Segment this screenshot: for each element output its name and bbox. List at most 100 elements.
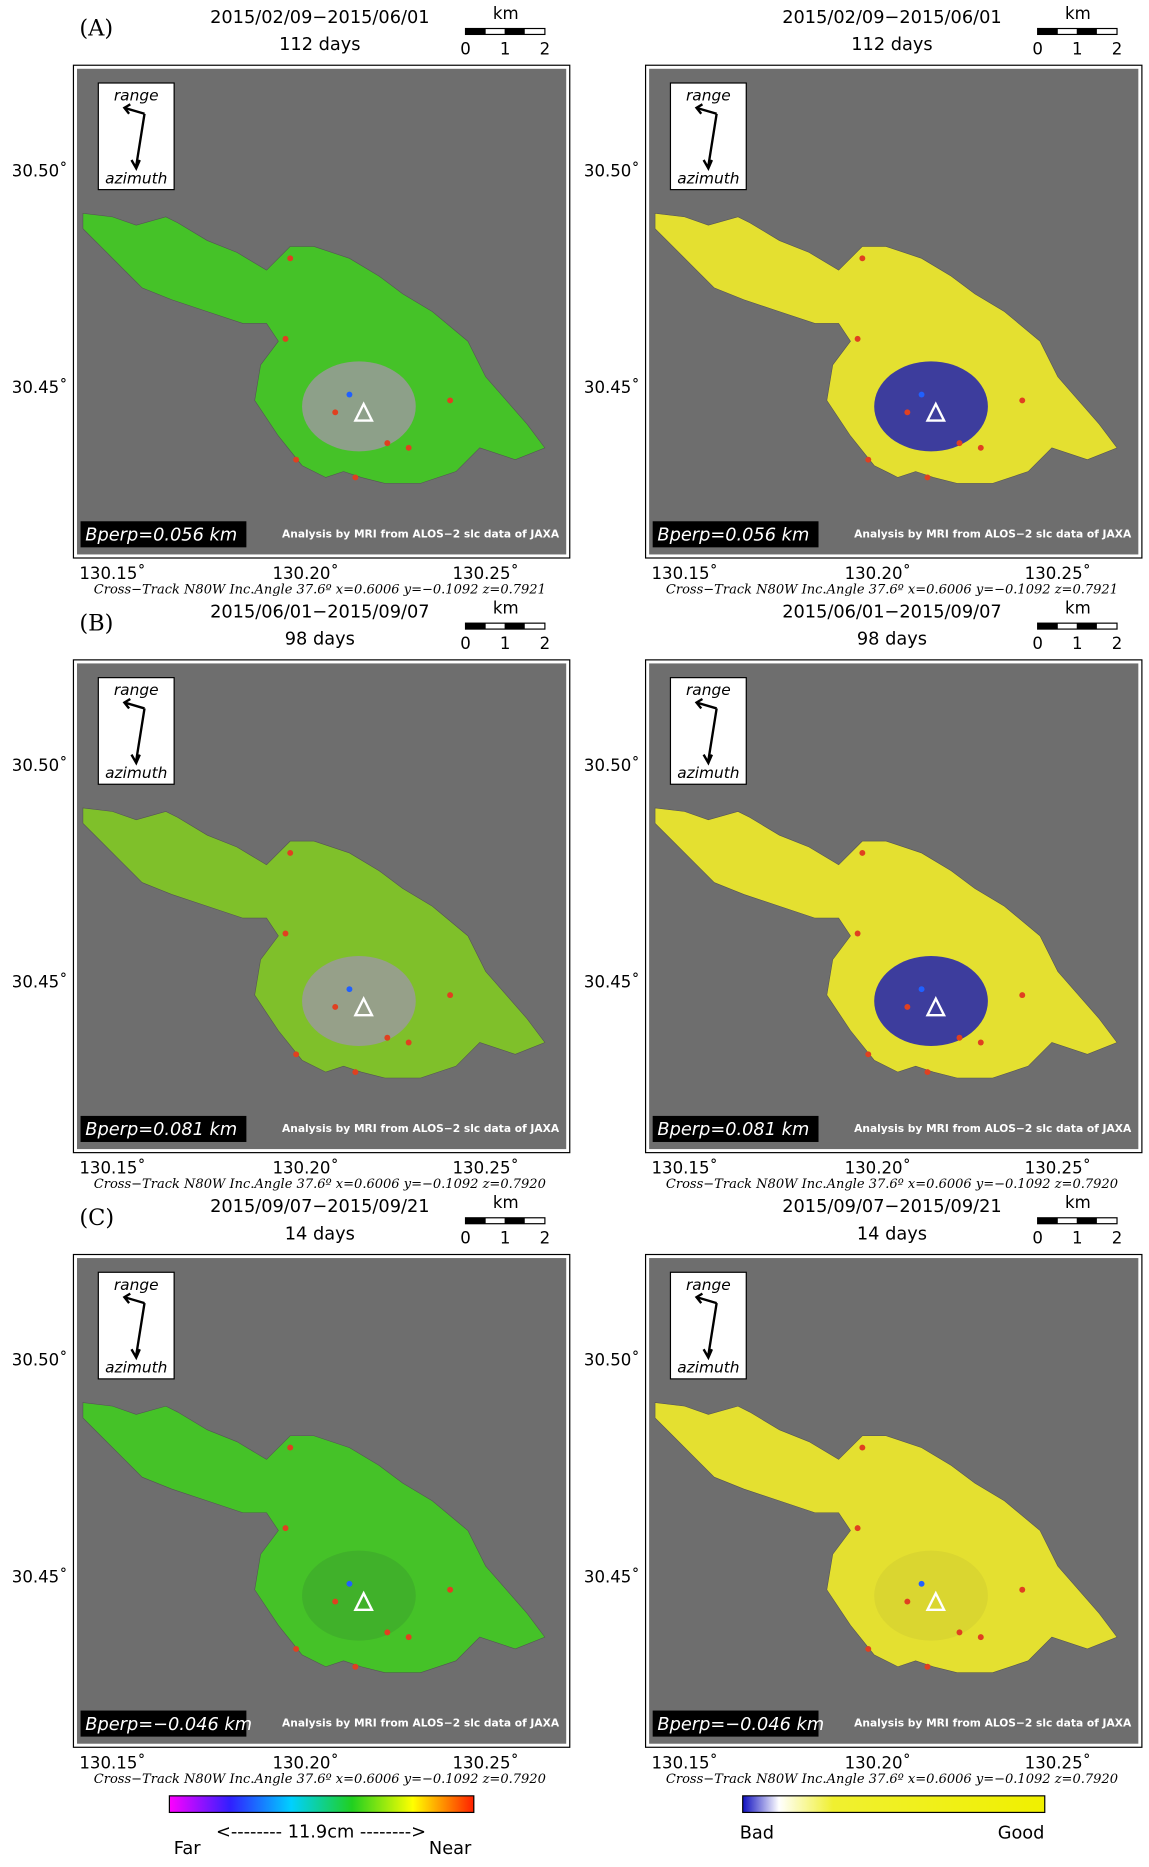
station [957,1629,963,1635]
map-dates: 2015/02/09−2015/06/01 [210,8,429,28]
scale-bar-seg [505,29,525,35]
scale-label: 0 [460,634,471,653]
scale-unit: km [493,4,519,23]
station [293,457,299,463]
crater-area [302,956,416,1046]
lon-label: 130.15˚ [652,564,718,583]
station [332,409,338,415]
scale-label: 1 [1072,39,1083,58]
lon-label: 130.15˚ [652,1159,718,1178]
station [925,1664,931,1670]
station [978,445,984,451]
lon-label: 130.25˚ [1025,564,1091,583]
bperp-label: Bperp=−0.046 km [85,1715,252,1735]
track-info: Cross−Track N80W Inc.Angle 37.6º x=0.600… [666,582,1118,597]
displacement-colorbar [169,1796,473,1813]
bperp-label: Bperp=−0.046 km [657,1715,824,1735]
station [346,392,352,398]
station [855,336,861,342]
station [352,1664,358,1670]
scale-label: 2 [540,1229,551,1248]
lon-label: 130.15˚ [79,1753,145,1772]
lon-label: 130.25˚ [453,1753,519,1772]
page: {"common": {"km": "km", "scale_labels": … [0,0,1149,1867]
lon-label: 130.15˚ [79,1159,145,1178]
station [447,1587,453,1593]
panel-label: (C) [79,1205,114,1231]
lon-label: 130.25˚ [453,1159,519,1178]
station [384,1035,390,1041]
lon-label: 130.20˚ [272,564,338,583]
scale-label: 0 [460,1229,471,1248]
scale-label: 0 [1032,1229,1043,1248]
station [332,1004,338,1010]
credit: Analysis by MRI from ALOS−2 slc data of … [282,1122,560,1135]
scale-label: 0 [460,39,471,58]
lon-label: 130.20˚ [845,1159,911,1178]
lat-label: 30.50˚ [584,1351,640,1370]
lon-label: 130.25˚ [453,564,519,583]
scale-label: 0 [1032,634,1043,653]
crater-area [874,361,988,451]
map-duration: 98 days [285,630,355,650]
bperp-label: Bperp=0.081 km [85,1120,237,1140]
station [919,392,925,398]
range-label: range [686,1276,731,1294]
map-dates: 2015/02/09−2015/06/01 [782,8,1001,28]
scale-label: 1 [1072,634,1083,653]
station [859,850,865,856]
scale-label: 1 [500,634,511,653]
station [384,440,390,446]
station [1019,992,1025,998]
lon-label: 130.20˚ [272,1159,338,1178]
station [406,1634,412,1640]
credit: Analysis by MRI from ALOS−2 slc data of … [282,527,560,540]
station [283,931,289,937]
credit: Analysis by MRI from ALOS−2 slc data of … [282,1717,560,1730]
crater-area [874,956,988,1046]
track-info: Cross−Track N80W Inc.Angle 37.6º x=0.600… [666,1772,1118,1787]
station [925,474,931,480]
map-duration: 98 days [857,630,927,650]
lat-label: 30.45˚ [584,973,640,992]
colorbar-left: Bad [740,1824,774,1844]
station [346,1581,352,1587]
station [904,1004,910,1010]
station [1019,397,1025,403]
lat-label: 30.45˚ [12,378,68,397]
track-info: Cross−Track N80W Inc.Angle 37.6º x=0.600… [666,1177,1118,1192]
station [865,1646,871,1652]
track-info: Cross−Track N80W Inc.Angle 37.6º x=0.600… [94,582,546,597]
scale-bar-seg [466,623,486,629]
range-label: range [686,87,731,105]
range-label: range [114,87,159,105]
azimuth-label: azimuth [105,764,167,782]
station [287,255,293,261]
station [957,440,963,446]
station [406,1040,412,1046]
lat-label: 30.50˚ [12,756,68,775]
station [919,986,925,992]
station [859,1445,865,1451]
map-panel: 2015/09/07−2015/09/2114 dayskm012rangeaz… [12,1193,570,1787]
scale-unit: km [1065,4,1091,23]
station [406,445,412,451]
colorbar-label: <-------- 11.9cm --------> [216,1823,426,1843]
station [447,397,453,403]
station [346,986,352,992]
lat-label: 30.50˚ [12,1351,68,1370]
map-panel: 2015/06/01−2015/09/0798 dayskm012rangeaz… [584,598,1142,1192]
map-dates: 2015/09/07−2015/09/21 [782,1197,1001,1217]
credit: Analysis by MRI from ALOS−2 slc data of … [854,527,1132,540]
azimuth-label: azimuth [677,1359,739,1377]
map-panel: 2015/06/01−2015/09/0798 dayskm012rangeaz… [12,598,570,1192]
bperp-label: Bperp=0.056 km [657,525,809,545]
azimuth-label: azimuth [677,169,739,187]
coherence-colorbar [743,1796,1045,1813]
station [925,1069,931,1075]
station [447,992,453,998]
lon-label: 130.25˚ [1025,1753,1091,1772]
lon-label: 130.15˚ [652,1753,718,1772]
